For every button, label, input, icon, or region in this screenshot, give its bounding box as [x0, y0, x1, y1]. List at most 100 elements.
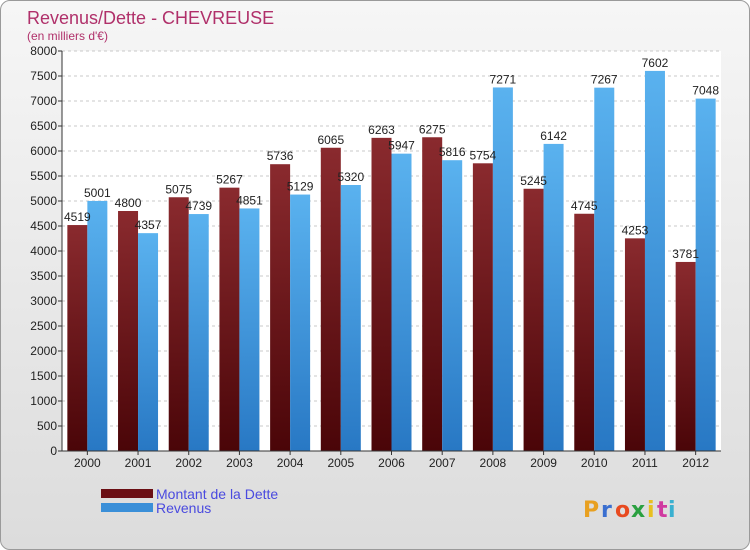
bar-revenus	[340, 185, 361, 451]
y-tick-label: 500	[37, 419, 57, 433]
chart-title: Revenus/Dette - CHEVREUSE	[27, 8, 274, 28]
bar-dette	[67, 225, 88, 451]
bar-revenus	[188, 214, 209, 451]
bar-dette	[371, 137, 392, 451]
legend-swatch	[101, 489, 153, 498]
bar-dette	[219, 187, 240, 451]
axis-layer: 0 500 1000 1500 2000 2500 3000 3500 4000 4500 5000…	[30, 44, 721, 470]
data-label: 4800	[115, 196, 142, 210]
y-tick-label: 4500	[30, 219, 57, 233]
x-tick-label: 2009	[530, 456, 557, 470]
y-tick-label: 5500	[30, 169, 57, 183]
logo-letter: t	[657, 498, 668, 523]
logo-letter: o	[615, 498, 630, 523]
bar-dette	[118, 211, 139, 451]
y-tick-label: 3500	[30, 269, 57, 283]
bar-revenus	[543, 143, 564, 451]
bar-revenus	[492, 87, 513, 451]
logo-letter: i	[647, 498, 655, 523]
x-tick-label: 2005	[327, 456, 354, 470]
x-tick-label: 2006	[378, 456, 405, 470]
bar-dette	[270, 164, 291, 451]
chart-subtitle: (en milliers d'€)	[27, 29, 108, 43]
data-label: 7267	[591, 73, 618, 87]
data-label: 7271	[490, 72, 517, 86]
bar-dette	[624, 238, 645, 451]
bar-revenus	[695, 98, 716, 451]
data-label: 4739	[185, 199, 212, 213]
logo-letter: i	[668, 498, 676, 523]
x-tick-label: 2011	[632, 456, 658, 470]
bar-dette	[320, 147, 341, 451]
data-label: 5267	[216, 173, 243, 187]
y-tick-label: 0	[50, 444, 57, 458]
x-tick-label: 2002	[175, 456, 202, 470]
data-label: 6263	[368, 123, 395, 137]
bar-revenus	[239, 208, 260, 451]
data-label: 4745	[571, 199, 598, 213]
data-label: 3781	[672, 247, 699, 261]
bar-revenus	[391, 153, 412, 451]
x-tick-label: 2008	[480, 456, 507, 470]
logo-letter: x	[631, 498, 645, 523]
legend-label: Montant de la Dette	[156, 486, 278, 502]
y-tick-label: 3000	[30, 294, 57, 308]
data-label: 7602	[642, 56, 669, 70]
x-tick-label: 2004	[277, 456, 304, 470]
data-label: 6065	[317, 133, 344, 147]
y-tick-label: 2500	[30, 319, 57, 333]
data-label: 4253	[622, 223, 649, 237]
bar-dette	[472, 163, 493, 452]
y-tick-label: 8000	[30, 44, 57, 58]
data-label: 5754	[470, 148, 497, 162]
data-label: 4519	[64, 210, 91, 224]
bar-dette	[422, 137, 443, 451]
x-tick-label: 2003	[226, 456, 253, 470]
data-label: 7048	[692, 84, 719, 98]
x-tick-label: 2000	[74, 456, 101, 470]
y-tick-label: 1000	[30, 394, 57, 408]
y-tick-label: 4000	[30, 244, 57, 258]
y-tick-label: 6500	[30, 119, 57, 133]
y-tick-label: 7000	[30, 94, 57, 108]
legend-label: Revenus	[156, 500, 211, 516]
x-tick-label: 2012	[682, 456, 709, 470]
data-label: 4851	[236, 193, 263, 207]
data-label: 6275	[419, 122, 446, 136]
data-label: 5320	[337, 170, 364, 184]
bar-revenus	[442, 160, 463, 451]
data-label: 5001	[84, 186, 111, 200]
bar-revenus	[644, 70, 665, 452]
data-label: 4357	[135, 218, 162, 232]
data-label: 6142	[540, 129, 567, 143]
y-tick-label: 1500	[30, 369, 57, 383]
y-tick-label: 7500	[30, 69, 57, 83]
bar-revenus	[138, 233, 159, 451]
bar-revenus	[290, 194, 311, 452]
x-tick-label: 2001	[125, 456, 152, 470]
x-tick-label: 2010	[581, 456, 608, 470]
data-label: 5736	[267, 149, 294, 163]
bar-revenus	[87, 200, 108, 451]
bar-dette	[675, 261, 696, 451]
y-tick-label: 2000	[30, 344, 57, 358]
bar-dette	[523, 188, 544, 451]
legend-swatch	[101, 503, 153, 512]
bar-dette	[574, 213, 595, 451]
bar-revenus	[594, 87, 615, 452]
data-label: 5075	[165, 182, 192, 196]
logo-letter: P	[583, 498, 599, 523]
bars-layer	[67, 70, 716, 452]
y-tick-label: 6000	[30, 144, 57, 158]
y-tick-label: 5000	[30, 194, 57, 208]
data-label: 5947	[388, 139, 415, 153]
labels-layer: 4519 5001 4800 4357 5075 4739 5267 4851 5736 5129…	[64, 56, 719, 261]
data-label: 5816	[439, 145, 466, 159]
logo-letter: r	[601, 498, 612, 523]
data-label: 5245	[520, 174, 547, 188]
bar-dette	[168, 197, 189, 451]
